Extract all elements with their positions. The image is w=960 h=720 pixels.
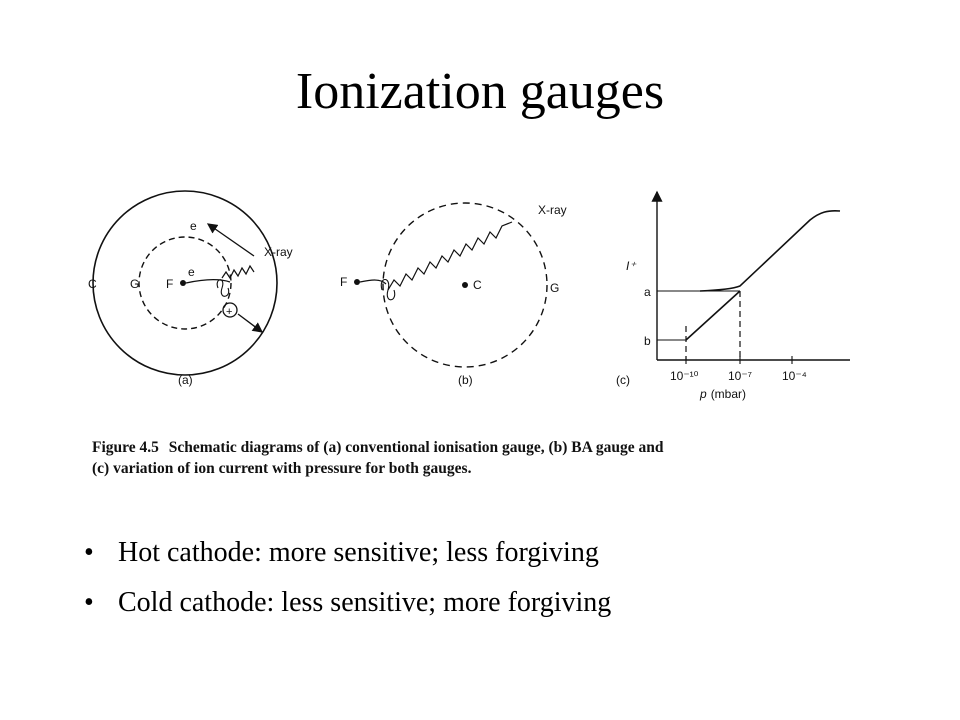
gauge-figure: C G F e e X-ray + (a) F C G X-ray (b) I⁺ (88, 190, 850, 477)
ba-collector-dot (462, 282, 468, 288)
ba-filament-dot (354, 279, 360, 285)
panel-c-xlabel-unit: (mbar) (711, 387, 746, 401)
ion-circle (222, 302, 238, 318)
panel-c-ylabel: I⁺ (626, 259, 637, 273)
panel-b-c-label: C (473, 278, 482, 292)
panel-a-plus-label: + (226, 306, 232, 318)
electron-path (185, 279, 231, 284)
figure-caption-line1: Schematic diagrams of (a) conventional i… (169, 439, 664, 456)
panel-a-c-label: C (88, 277, 97, 291)
slide-title: Ionization gauges (295, 63, 665, 120)
grid-circle (138, 236, 232, 330)
panel-c-graph: I⁺ a b 10⁻¹⁰ 10⁻⁷ 10⁻⁴ p (mbar) (c) (616, 190, 850, 401)
conventional-gauge-curve (699, 209, 841, 292)
xray-wave (221, 264, 255, 280)
panel-a-f-label: F (166, 277, 173, 291)
ba-xray-wave (387, 221, 513, 291)
bullet-list: Hot cathode: more sensitive; less forgiv… (84, 528, 611, 628)
panel-a-e-outer-label: e (190, 219, 197, 233)
panel-c-tick-label-2: 10⁻⁷ (728, 369, 752, 383)
ba-grid-circle (382, 202, 548, 368)
panel-a-diagram: C G F e e X-ray + (a) (88, 190, 293, 387)
panel-c-caption: (c) (616, 373, 630, 387)
panel-c-a-label: a (644, 285, 651, 299)
panel-a-g-label: G (130, 277, 139, 291)
figure-caption: Figure 4.5 Schematic diagrams of (a) con… (92, 439, 664, 477)
figure-caption-line2: (c) variation of ion current with pressu… (92, 460, 472, 477)
ba-gauge-curve (685, 290, 741, 341)
panel-b-g-label: G (550, 281, 559, 295)
panel-a-e-inner-label: e (188, 265, 195, 279)
bullet-item: Hot cathode: more sensitive; less forgiv… (84, 528, 611, 578)
panel-c-xlabel: p (mbar) (699, 387, 746, 401)
panel-c-tick-label-3: 10⁻⁴ (782, 369, 807, 383)
figure-caption-label: Figure 4.5 (92, 439, 159, 456)
panel-b-diagram: F C G X-ray (b) (340, 202, 567, 387)
panel-b-f-label: F (340, 275, 347, 289)
panel-b-xray-label: X-ray (538, 203, 567, 217)
panel-c-xlabel-symbol: p (699, 387, 707, 401)
panel-c-b-label: b (644, 334, 651, 348)
filament-dot (180, 280, 186, 286)
svg-text:Figure 4.5 Schematic dia: Figure 4.5 Schematic diagrams of (a) con… (92, 439, 664, 456)
collector-circle (92, 190, 278, 376)
ba-electron-path (359, 279, 387, 285)
panel-a-caption: (a) (178, 373, 193, 387)
panel-c-tick-label-1: 10⁻¹⁰ (670, 369, 699, 383)
electron-arrow (206, 223, 255, 257)
panel-a-xray-label: X-ray (264, 245, 293, 259)
ion-arrow (237, 313, 264, 333)
bullet-item: Cold cathode: less sensitive; more forgi… (84, 578, 611, 628)
panel-b-caption: (b) (458, 373, 473, 387)
grid-spiral (216, 279, 230, 297)
